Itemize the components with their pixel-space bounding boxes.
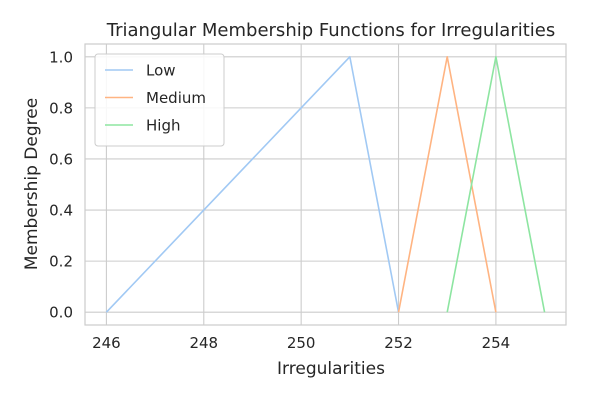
legend-box: [94, 53, 225, 147]
y-tick-label: 0.2: [49, 253, 73, 271]
legend-label-low: Low: [146, 62, 176, 80]
series-lines: [105, 55, 546, 313]
y-tick-label: 0.6: [49, 150, 73, 168]
legend: Low Medium High: [94, 53, 225, 147]
chart-title: Triangular Membership Functions for Irre…: [106, 20, 556, 41]
axis-ticks: 246 248 250 252 254 0.0 0.2 0.4 0.6 0.8 1.0: [49, 48, 510, 352]
x-tick-label: 248: [189, 334, 218, 352]
y-axis-title: Membership Degree: [22, 98, 42, 270]
x-tick-label: 246: [92, 334, 121, 352]
series-line-high: [446, 55, 546, 313]
y-tick-label: 0.8: [49, 99, 73, 117]
x-tick-label: 254: [482, 334, 511, 352]
series-line-medium: [397, 55, 497, 313]
plot-frame: [84, 43, 567, 326]
x-axis-title: Irregularities: [277, 359, 385, 379]
legend-label-high: High: [146, 117, 180, 135]
y-tick-label: 1.0: [49, 48, 73, 66]
y-tick-label: 0.4: [49, 202, 73, 220]
legend-label-medium: Medium: [146, 89, 206, 107]
y-tick-label: 0.0: [49, 304, 73, 322]
series-line-low: [105, 55, 400, 313]
x-tick-label: 250: [287, 334, 316, 352]
x-tick-label: 252: [384, 334, 413, 352]
